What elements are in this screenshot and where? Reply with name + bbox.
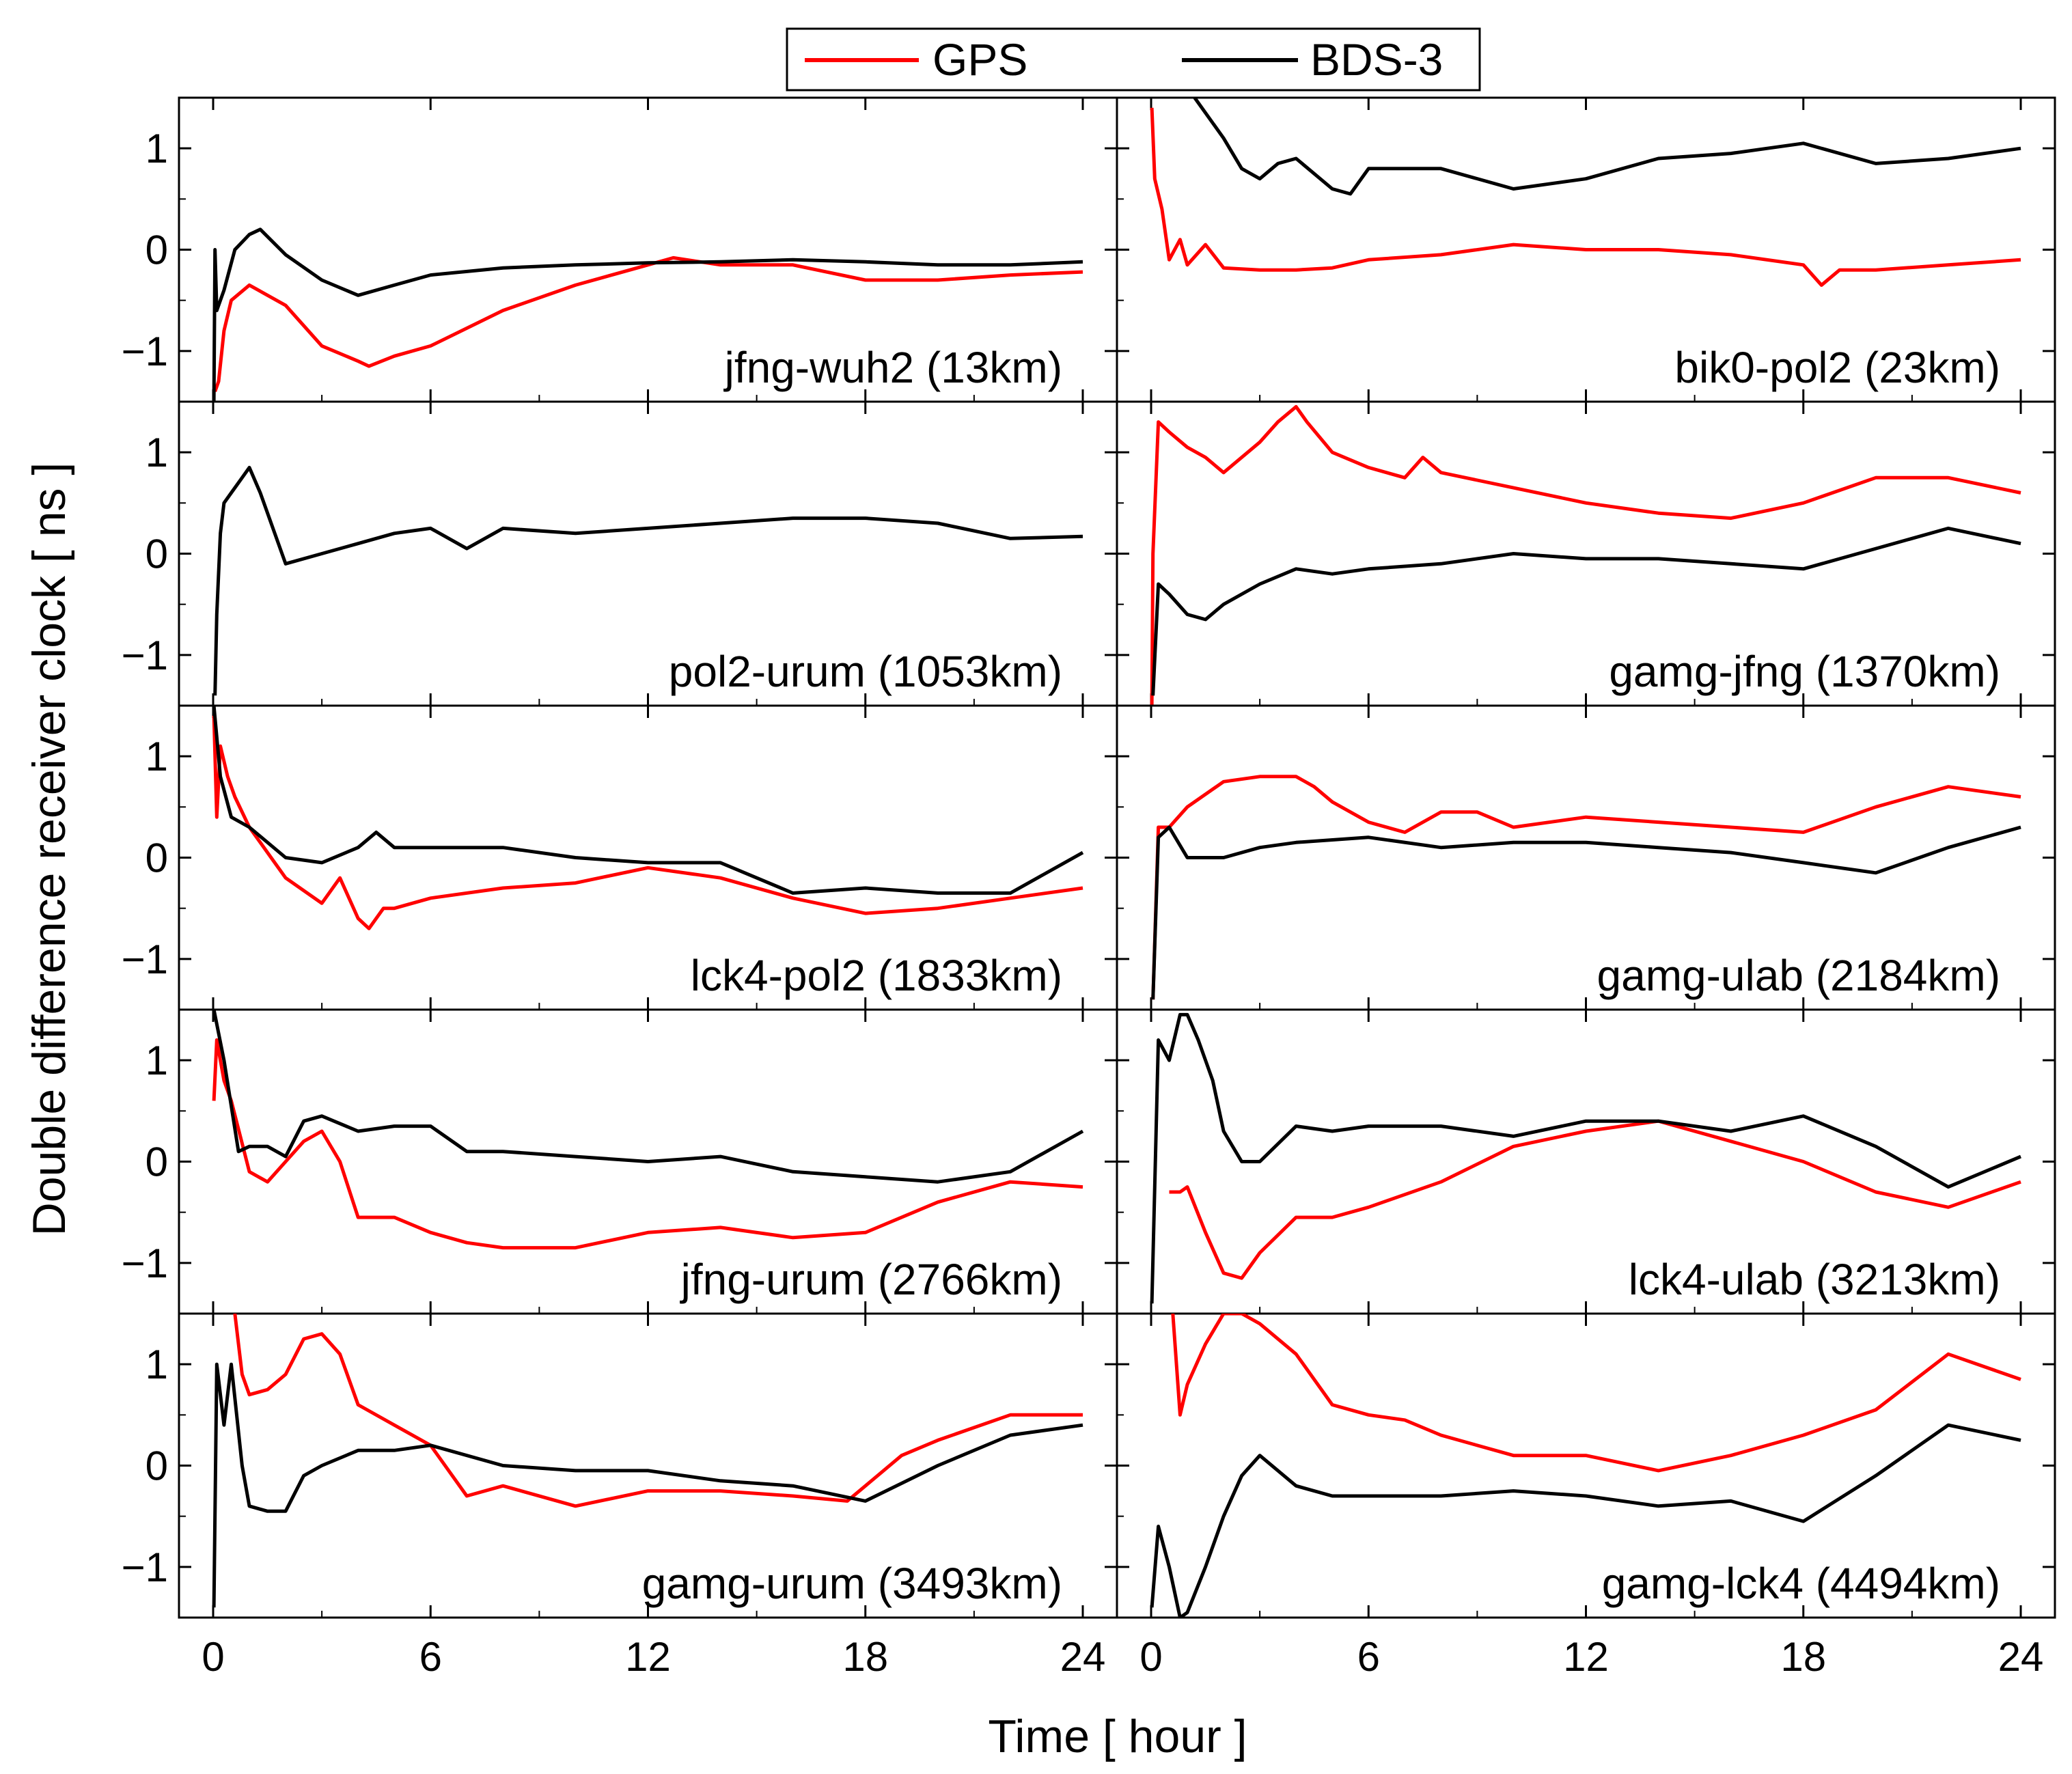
- series-line-bds3: [1193, 98, 2021, 196]
- series-line-gps: [212, 1038, 1083, 1250]
- panel-label: pol2-urum (1053km): [669, 647, 1062, 696]
- panel-gamg-jfng: gamg-jfng (1370km): [1116, 400, 2056, 707]
- y-tick-label: −1: [122, 937, 168, 982]
- x-tick-label: 0: [1139, 1634, 1162, 1680]
- x-tick-label: 0: [202, 1634, 224, 1680]
- series-line-bds3: [1151, 825, 2021, 1000]
- series-line-bds3: [1150, 1012, 2021, 1304]
- panel-label: bik0-pol2 (23km): [1674, 343, 2000, 392]
- panel-label: gamg-lck4 (4494km): [1602, 1559, 2000, 1608]
- series-line-gps: [1150, 107, 2021, 287]
- series-line-bds3: [1150, 1423, 2021, 1618]
- y-tick-label: 1: [146, 1342, 168, 1387]
- panel-label: gamg-ulab (2184km): [1597, 951, 2001, 1000]
- panel-label: jfng-wuh2 (13km): [723, 343, 1062, 392]
- x-tick-label: 24: [1060, 1634, 1106, 1680]
- panel-gamg-lck4: 0 6 12 18 24 gamg-lck4 (4494km): [1116, 1312, 2056, 1680]
- y-axis-title: Double difference receiver clock [ ns ]: [23, 462, 75, 1236]
- series-line-bds3: [212, 227, 1083, 402]
- y-tick-label: −1: [122, 1544, 168, 1590]
- legend-bds-label: BDS-3: [1310, 34, 1443, 85]
- x-tick-label: 12: [1563, 1634, 1609, 1680]
- legend-gps-label: GPS: [933, 34, 1027, 85]
- y-tick-label: 0: [146, 531, 168, 577]
- x-tick-label: 6: [419, 1634, 442, 1680]
- panel-gamg-urum: 1 0 −1 0 6 12 18 24 gamg-urum (3493km): [122, 1312, 1118, 1680]
- panel-label: gamg-jfng (1370km): [1609, 647, 2000, 696]
- x-tick-label: 6: [1357, 1634, 1380, 1680]
- series-line-bds3: [213, 465, 1083, 696]
- x-tick-label: 18: [842, 1634, 888, 1680]
- panel-lck4-ulab: lck4-ulab (3213km): [1116, 1008, 2056, 1315]
- y-tick-label: 1: [146, 734, 168, 779]
- panel-label: lck4-pol2 (1833km): [691, 951, 1062, 1000]
- y-tick-label: 0: [146, 227, 168, 273]
- panel-jfng-urum: 1 0 −1 jfng-urum (2766km): [122, 1008, 1118, 1315]
- series-line-gps: [1150, 404, 2021, 706]
- x-tick-label: 12: [625, 1634, 671, 1680]
- x-axis-title: Time [ hour ]: [988, 1710, 1247, 1762]
- y-tick-label: −1: [122, 633, 168, 678]
- series-line-bds3: [212, 1362, 1083, 1608]
- series-line-gps: [213, 255, 1083, 393]
- y-tick-label: 1: [146, 430, 168, 475]
- panel-pol2-urum: 1 0 −1 pol2-urum (1053km): [122, 400, 1118, 707]
- panels-grid: 1 0 −1 jfng-wuh2 (13km) bik0-pol2 (23km) 1 0 −1…: [122, 96, 2056, 1680]
- y-tick-label: 0: [146, 1443, 168, 1489]
- y-tick-label: −1: [122, 1241, 168, 1286]
- y-tick-label: 0: [146, 1139, 168, 1185]
- series-line-gps: [233, 1314, 1083, 1508]
- series-line-bds3: [1151, 526, 2021, 696]
- series-line-bds3: [212, 706, 1084, 895]
- panel-label: jfng-urum (2766km): [680, 1255, 1062, 1304]
- panel-bik0-pol2: bik0-pol2 (23km): [1116, 96, 2056, 403]
- panel-gamg-ulab: gamg-ulab (2184km): [1116, 704, 2056, 1011]
- x-tick-label: 18: [1780, 1634, 1826, 1680]
- legend: GPS BDS-3: [786, 27, 1481, 92]
- series-line-gps: [1151, 775, 2021, 1000]
- series-line-gps: [1169, 1119, 2021, 1280]
- panel-label: gamg-urum (3493km): [642, 1559, 1062, 1608]
- series-line-gps: [212, 715, 1083, 930]
- series-line-bds3: [212, 1010, 1084, 1184]
- x-tick-label: 24: [1998, 1634, 2044, 1680]
- panel-lck4-pol2: 1 0 −1 lck4-pol2 (1833km): [122, 704, 1118, 1011]
- y-tick-label: −1: [122, 329, 168, 374]
- y-tick-label: 1: [146, 126, 168, 171]
- series-line-gps: [1171, 1314, 2021, 1473]
- y-tick-label: 0: [146, 835, 168, 881]
- panel-jfng-wuh2: 1 0 −1 jfng-wuh2 (13km): [122, 96, 1118, 403]
- y-tick-label: 1: [146, 1038, 168, 1083]
- panel-label: lck4-ulab (3213km): [1629, 1255, 2000, 1304]
